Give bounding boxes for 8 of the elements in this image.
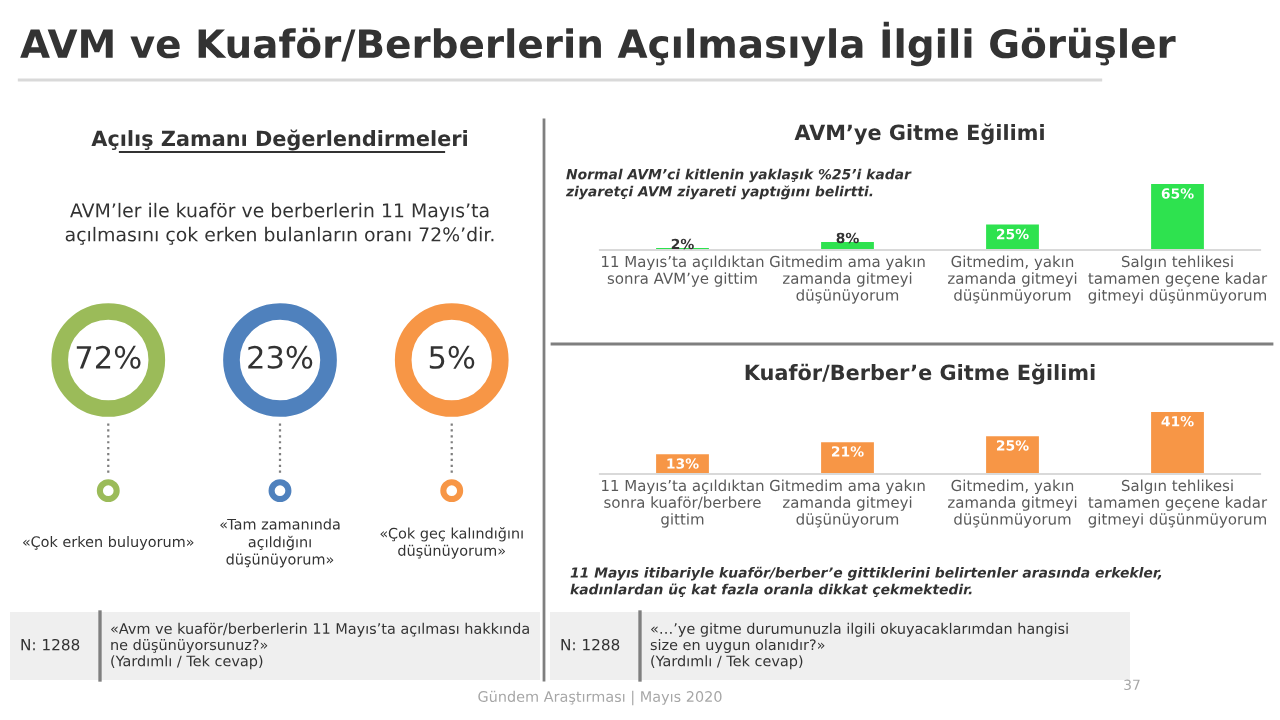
data-label: 23% — [248, 345, 313, 369]
data-label: 5% — [429, 345, 475, 369]
chart-title: Kuaför/Berber’e Gitme Eğilimi — [745, 363, 1095, 385]
text: AVM ve Kuaför/Berberlerin Açılmasıyla İlgili Görüşler — [20, 21, 1176, 67]
data-label: 72% — [76, 345, 141, 369]
text: AVM’ler ile kuaför ve berberlerin 11 Mayıs’ta açılmasını çok erken bulanların oranı 72%’dir. — [65, 202, 494, 245]
chart-title: AVM’ye Gitme Eğilimi — [794, 123, 1044, 145]
text: Açılış Zamanı Değerlendirmeleri — [91, 129, 467, 151]
